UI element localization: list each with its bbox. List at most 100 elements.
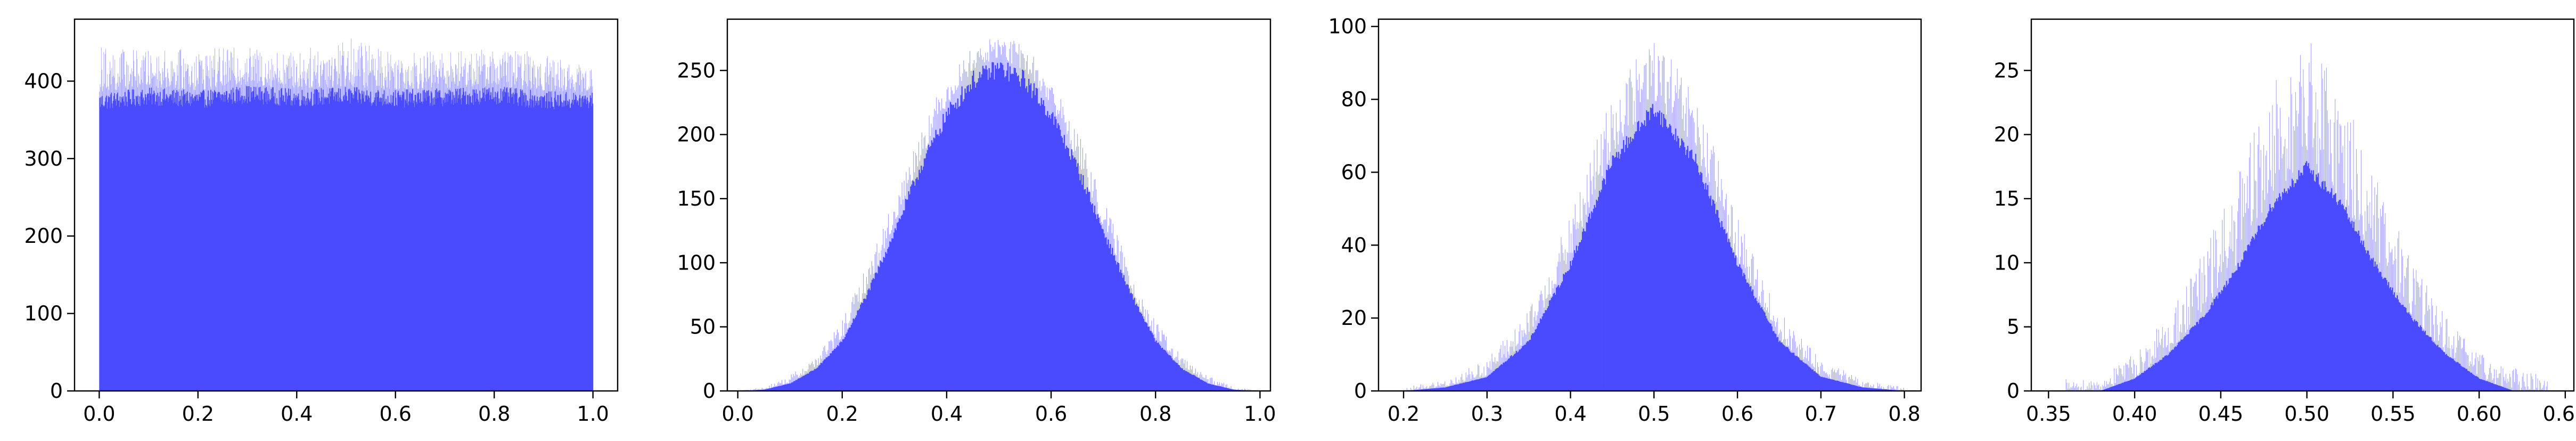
histogram-bar-spike bbox=[765, 389, 766, 391]
histogram-bar bbox=[371, 103, 373, 391]
histogram-bar bbox=[2481, 379, 2483, 391]
histogram-bar-spike bbox=[1692, 110, 1693, 391]
histogram-bar bbox=[1681, 138, 1683, 391]
histogram-bar bbox=[1810, 368, 1812, 391]
histogram-bar-spike bbox=[2458, 340, 2459, 391]
histogram-bar bbox=[456, 102, 458, 391]
histogram-bar-spike bbox=[1568, 253, 1569, 391]
histogram-bar bbox=[1607, 165, 1610, 391]
histogram-bar-spike bbox=[246, 72, 247, 391]
histogram-bar bbox=[1039, 105, 1041, 391]
histogram-bar-spike bbox=[1558, 253, 1560, 391]
histogram-bar-spike bbox=[852, 297, 854, 391]
histogram-bar-spike bbox=[196, 80, 198, 391]
histogram-bar bbox=[1475, 379, 1477, 391]
histogram-bar-spike bbox=[532, 68, 533, 391]
histogram-bar-spike bbox=[2293, 126, 2294, 391]
histogram-bar-spike bbox=[450, 52, 451, 391]
histogram-bar bbox=[305, 101, 307, 391]
histogram-bar bbox=[568, 101, 570, 391]
histogram-bar bbox=[1210, 384, 1211, 391]
histogram-bar bbox=[137, 101, 138, 391]
histogram-bar bbox=[1505, 361, 1507, 391]
histogram-bar bbox=[181, 104, 182, 391]
histogram-bar-spike bbox=[2350, 123, 2351, 391]
histogram-bar bbox=[1853, 385, 1855, 391]
histogram-bar-spike bbox=[1560, 262, 1561, 391]
histogram-bar-spike bbox=[324, 64, 325, 391]
histogram-bar bbox=[2295, 183, 2297, 391]
histogram-bar bbox=[270, 100, 272, 391]
histogram-bar bbox=[223, 95, 225, 391]
histogram-bar bbox=[2333, 195, 2334, 391]
histogram-bar bbox=[852, 318, 854, 391]
histogram-bar-spike bbox=[2542, 387, 2543, 391]
histogram-bar-spike bbox=[171, 81, 172, 391]
histogram-bar bbox=[563, 100, 564, 391]
histogram-bar bbox=[1113, 255, 1115, 391]
histogram-bar-spike bbox=[344, 85, 346, 391]
histogram-bar bbox=[2275, 201, 2277, 391]
histogram-bar-spike bbox=[1574, 204, 1576, 391]
histogram-bar-spike bbox=[916, 156, 917, 391]
histogram-bar-spike bbox=[474, 71, 475, 391]
histogram-bar bbox=[191, 103, 192, 391]
histogram-bar bbox=[990, 72, 992, 391]
histogram-bar bbox=[526, 95, 527, 391]
histogram-bar-spike bbox=[2118, 375, 2119, 391]
histogram-bar bbox=[269, 99, 271, 391]
histogram-bar bbox=[915, 178, 917, 391]
histogram-bar-spike bbox=[417, 88, 419, 391]
histogram-bar-spike bbox=[1591, 194, 1593, 391]
histogram-bar-spike bbox=[2465, 352, 2466, 391]
histogram-bar bbox=[1782, 344, 1784, 391]
histogram-bar bbox=[2218, 292, 2220, 391]
histogram-bar bbox=[1125, 285, 1127, 391]
histogram-bar-spike bbox=[2395, 259, 2397, 391]
histogram-bar bbox=[472, 95, 473, 391]
histogram-bar-spike bbox=[1810, 348, 1811, 391]
histogram-bar-spike bbox=[1848, 377, 1849, 391]
histogram-bar bbox=[775, 387, 777, 391]
histogram-bar bbox=[880, 260, 881, 391]
histogram-bar-spike bbox=[1191, 369, 1192, 391]
histogram-bar bbox=[1108, 248, 1110, 391]
histogram-bar bbox=[1720, 227, 1721, 391]
histogram-bar bbox=[2155, 363, 2157, 391]
histogram-bar-spike bbox=[2132, 373, 2133, 391]
histogram-bar bbox=[790, 383, 792, 391]
histogram-bar-spike bbox=[363, 85, 364, 391]
histogram-bar bbox=[1653, 113, 1654, 391]
histogram-bar bbox=[777, 386, 779, 391]
histogram-bar bbox=[1717, 210, 1719, 391]
histogram-bar bbox=[2292, 180, 2294, 391]
histogram-bar-spike bbox=[1760, 303, 1761, 391]
histogram-bar bbox=[247, 86, 249, 391]
histogram-bar bbox=[1013, 68, 1015, 391]
histogram-bar-spike bbox=[2507, 379, 2508, 391]
histogram-bar bbox=[1061, 137, 1063, 391]
histogram-bar bbox=[2468, 371, 2471, 391]
histogram-bar-spike bbox=[541, 84, 542, 391]
histogram-bar-spike bbox=[929, 116, 930, 391]
histogram-bar bbox=[1725, 234, 1727, 391]
histogram-bar-spike bbox=[373, 58, 374, 391]
histogram-bar bbox=[403, 93, 404, 391]
histogram-bar bbox=[2403, 307, 2405, 391]
histogram-bar bbox=[891, 238, 893, 391]
histogram-bar-spike bbox=[2160, 345, 2161, 391]
histogram-bar bbox=[231, 99, 233, 391]
histogram-bar bbox=[557, 95, 559, 391]
histogram-bar bbox=[507, 103, 508, 391]
histogram-bar-spike bbox=[1781, 331, 1782, 391]
histogram-bar-spike bbox=[1056, 116, 1057, 391]
histogram-bar-spike bbox=[384, 78, 385, 391]
histogram-bar bbox=[2458, 363, 2460, 391]
histogram-bar bbox=[317, 104, 319, 391]
histogram-bar bbox=[1131, 294, 1133, 391]
histogram-bar bbox=[904, 210, 906, 391]
histogram-bar-spike bbox=[228, 82, 229, 391]
histogram-bar bbox=[1547, 306, 1549, 391]
histogram-bar bbox=[1441, 387, 1443, 391]
